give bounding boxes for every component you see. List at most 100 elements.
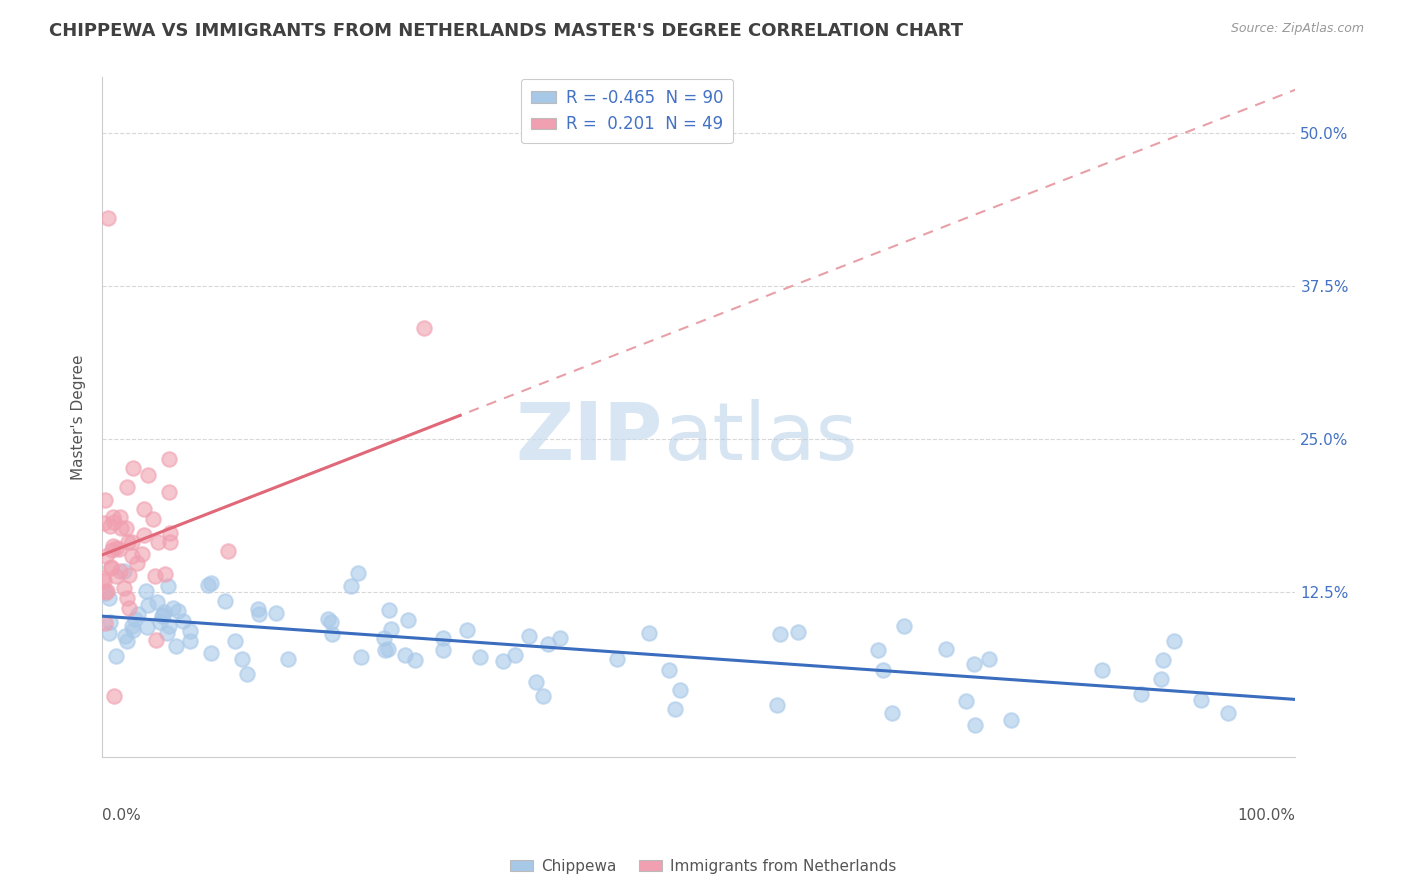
Point (1000, 713, 1022, 727)
Point (159, 535, 181, 549)
Point (247, 607, 270, 621)
Point (93, 516, 115, 530)
Point (143, 569, 166, 583)
Point (224, 633, 246, 648)
Text: 100.0%: 100.0% (1237, 808, 1295, 823)
Point (882, 706, 904, 721)
Point (217, 543, 239, 558)
Point (162, 601, 184, 615)
Legend: Chippewa, Immigrants from Netherlands: Chippewa, Immigrants from Netherlands (503, 853, 903, 880)
Text: CHIPPEWA VS IMMIGRANTS FROM NETHERLANDS MASTER'S DEGREE CORRELATION CHART: CHIPPEWA VS IMMIGRANTS FROM NETHERLANDS … (49, 22, 963, 40)
Point (94, 493, 117, 508)
Point (200, 575, 222, 590)
Point (127, 607, 149, 621)
Y-axis label: Master's Degree: Master's Degree (72, 354, 86, 480)
Point (93, 586, 115, 600)
Point (107, 542, 129, 557)
Point (131, 548, 153, 562)
Point (637, 626, 659, 640)
Point (456, 624, 478, 638)
Point (165, 639, 187, 653)
Point (115, 591, 138, 606)
Point (104, 648, 127, 663)
Point (115, 634, 138, 648)
Point (432, 631, 454, 645)
Text: atlas: atlas (664, 399, 858, 476)
Point (517, 629, 540, 643)
Point (503, 648, 526, 663)
Point (153, 606, 176, 620)
Point (868, 643, 890, 657)
Point (935, 641, 957, 656)
Point (135, 583, 157, 598)
Point (277, 652, 299, 666)
Point (100, 561, 122, 575)
Point (157, 579, 180, 593)
Point (110, 509, 132, 524)
Point (118, 601, 141, 615)
Text: ZIP: ZIP (516, 399, 664, 476)
Point (146, 595, 169, 609)
Point (394, 648, 416, 662)
Point (977, 652, 1000, 666)
Point (786, 625, 808, 640)
Point (117, 535, 139, 549)
Point (1090, 663, 1112, 677)
Point (172, 614, 194, 628)
Point (963, 657, 986, 672)
Point (101, 543, 124, 558)
Point (321, 615, 343, 629)
Point (100, 518, 122, 533)
Point (98, 625, 121, 640)
Point (124, 612, 146, 626)
Point (121, 549, 143, 563)
Point (1163, 633, 1185, 648)
Point (658, 663, 681, 677)
Point (94, 549, 117, 563)
Point (377, 603, 399, 617)
Point (105, 569, 128, 583)
Text: Source: ZipAtlas.com: Source: ZipAtlas.com (1230, 22, 1364, 36)
Point (149, 615, 172, 629)
Point (112, 582, 135, 596)
Point (524, 675, 547, 690)
Point (373, 631, 395, 645)
Point (548, 632, 571, 646)
Point (100, 559, 122, 574)
Point (167, 604, 190, 618)
Point (122, 460, 145, 475)
Point (1150, 672, 1173, 686)
Legend: R = -0.465  N = 90, R =  0.201  N = 49: R = -0.465 N = 90, R = 0.201 N = 49 (522, 79, 734, 144)
Point (94, 616, 117, 631)
Text: 0.0%: 0.0% (103, 808, 141, 823)
Point (114, 521, 136, 535)
Point (108, 564, 131, 578)
Point (142, 511, 165, 525)
Point (346, 566, 368, 581)
Point (93, 571, 115, 585)
Point (955, 694, 977, 708)
Point (432, 642, 454, 657)
Point (115, 479, 138, 493)
Point (377, 641, 399, 656)
Point (664, 702, 686, 716)
Point (214, 593, 236, 607)
Point (104, 541, 127, 556)
Point (136, 598, 159, 612)
Point (114, 629, 136, 643)
Point (157, 452, 180, 467)
Point (316, 611, 339, 625)
Point (769, 627, 792, 641)
Point (200, 646, 222, 660)
Point (101, 509, 124, 524)
Point (179, 624, 201, 639)
Point (380, 622, 402, 636)
Point (93, 574, 115, 589)
Point (197, 578, 219, 592)
Point (1218, 706, 1240, 721)
Point (264, 606, 287, 620)
Point (152, 607, 174, 622)
Point (157, 484, 180, 499)
Point (157, 619, 180, 633)
Point (132, 502, 155, 516)
